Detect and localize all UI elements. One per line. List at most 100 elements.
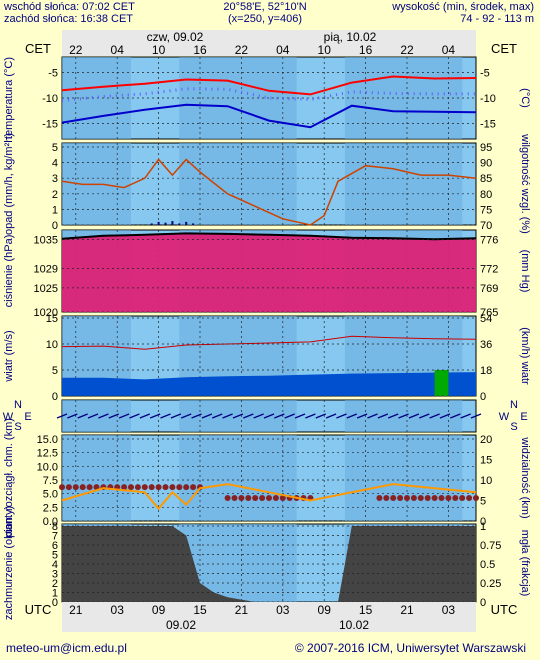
humidity-series xyxy=(61,158,477,226)
night-band xyxy=(179,143,297,225)
tick-label: 1025 xyxy=(34,283,58,295)
tick-label: 10 xyxy=(480,475,492,487)
precip-bar xyxy=(185,221,188,225)
top-hour-label: 22 xyxy=(400,43,414,57)
bottom-hour-label: 21 xyxy=(69,603,83,617)
wind-dir-arrow xyxy=(108,413,119,419)
wind-dir-arrow xyxy=(346,413,358,419)
precip-bar xyxy=(178,223,181,225)
y-axis-label: (°C) xyxy=(519,88,531,108)
compass-letter: S xyxy=(510,421,517,433)
tick-label: 90 xyxy=(480,158,492,170)
cloud-base-dot xyxy=(272,495,279,502)
cloud-base-dot xyxy=(452,495,459,502)
tick-label: 10 xyxy=(46,339,58,351)
bottom-hour-label: 03 xyxy=(111,603,125,617)
tick-label: 0 xyxy=(480,516,486,528)
tick-label: 75 xyxy=(480,204,492,216)
compass-letter: W xyxy=(499,411,510,423)
tick-label: 0 xyxy=(52,220,58,232)
top-hour-label: 04 xyxy=(111,43,125,57)
visibility-series xyxy=(61,483,477,511)
bottom-hour-label: 03 xyxy=(442,603,456,617)
tick-label: 15 xyxy=(46,313,58,325)
wind-dir-arrow xyxy=(439,413,451,419)
tick-label: -10 xyxy=(42,93,58,105)
tick-label: 5 xyxy=(52,365,58,377)
tick-label: 5.0 xyxy=(43,489,58,501)
pressure-series xyxy=(61,232,477,241)
wind-highlight-bar xyxy=(434,370,449,396)
wind-dir-arrow xyxy=(387,413,399,419)
visibility-panel: 0.0 2.55.0 7.5 10.012.5 15.0 0 5 10 15 20 pion. ro… xyxy=(3,418,531,538)
wind-dir-arrow xyxy=(460,413,471,419)
tick-label: 85 xyxy=(480,173,492,185)
sun-info: wschód słońca: 07:02 CET zachód słońca: … xyxy=(4,1,135,25)
cloud-base-dot xyxy=(459,495,466,502)
tick-label: 3 xyxy=(52,173,58,185)
cloud-base-dot xyxy=(155,484,162,491)
wind-dir-arrow xyxy=(222,413,233,419)
tick-label: -15 xyxy=(480,119,496,131)
wind-dir-arrow xyxy=(67,413,78,419)
top-hour-label: 10 xyxy=(318,43,332,57)
precip-panel: 0 1 2 3 4 5 70 75 80 85 90 95 opad (mm/h, kg/m²h) wil… xyxy=(3,133,531,235)
tick-label: -15 xyxy=(42,119,58,131)
top-hour-label: 22 xyxy=(69,43,83,57)
tick-label: 54 xyxy=(480,313,492,325)
wind-dir-arrow xyxy=(325,413,337,419)
wind-dir-arrow xyxy=(129,413,140,419)
tick-label: 95 xyxy=(480,142,492,154)
compass-letter: N xyxy=(510,399,518,411)
cloud-base-dot xyxy=(134,484,141,491)
top-hour-label: 10 xyxy=(152,43,166,57)
y-axis-label: (km/h) wiatr xyxy=(519,327,531,385)
wind-dir-arrow xyxy=(419,413,430,419)
tick-label: 1 xyxy=(52,588,58,600)
cloud-base-dot xyxy=(259,495,266,502)
top-tz-right: CET xyxy=(491,41,517,56)
compass-letter: E xyxy=(520,411,527,423)
precip-bar xyxy=(164,222,167,225)
cloud-base-dot xyxy=(438,495,445,502)
compass-letter: W xyxy=(3,411,14,423)
cloud-base-dot xyxy=(466,495,473,502)
top-hour-label: 16 xyxy=(193,43,207,57)
location-info: 20°58'E, 52°10'N (x=250, y=406) xyxy=(205,1,325,25)
cloud-base-dot xyxy=(279,495,286,502)
tick-label: 18 xyxy=(480,365,492,377)
y-axis-label: temperatura (°C) xyxy=(3,57,15,139)
wind-dir-arrow xyxy=(450,413,461,419)
tick-label: 80 xyxy=(480,189,492,201)
tick-label: 0.5 xyxy=(480,559,495,571)
cloud-base-dot xyxy=(65,484,72,491)
cloud-base-dot xyxy=(162,484,169,491)
tick-label: -10 xyxy=(480,93,496,105)
y-axis-label: ciśnienie (hPa) xyxy=(3,235,15,308)
compass-letter: S xyxy=(14,421,21,433)
wind-dir-arrow xyxy=(243,413,254,419)
footer-email[interactable]: meteo-um@icm.edu.pl xyxy=(6,641,127,655)
wind-dir-arrow xyxy=(398,413,409,419)
cloud-base-dot xyxy=(404,495,410,502)
temp-series-max xyxy=(61,75,477,96)
precip-bar xyxy=(157,221,160,225)
tick-label: 2 xyxy=(52,189,58,201)
tick-label: 2.5 xyxy=(43,502,58,514)
cloud-base-dot xyxy=(72,484,79,491)
cloud-base-dot xyxy=(148,484,155,491)
tick-label: 2 xyxy=(52,578,58,590)
tick-label: 0 xyxy=(480,391,486,403)
cloud-base-dot xyxy=(231,495,238,502)
cloud-base-dot xyxy=(417,495,424,502)
tick-label: 5 xyxy=(52,142,58,154)
tick-label: 12.5 xyxy=(37,448,58,460)
bottom-date-2: 10.02 xyxy=(339,618,369,632)
tick-label: 0 xyxy=(52,597,58,609)
compass-letter: E xyxy=(24,411,31,423)
cloud-base-dot xyxy=(431,495,438,502)
tick-label: 1029 xyxy=(34,264,58,276)
sunset-text: zachód słońca: 16:38 CET xyxy=(4,13,134,25)
elevation-values: 74 - 92 - 113 m xyxy=(460,13,534,25)
